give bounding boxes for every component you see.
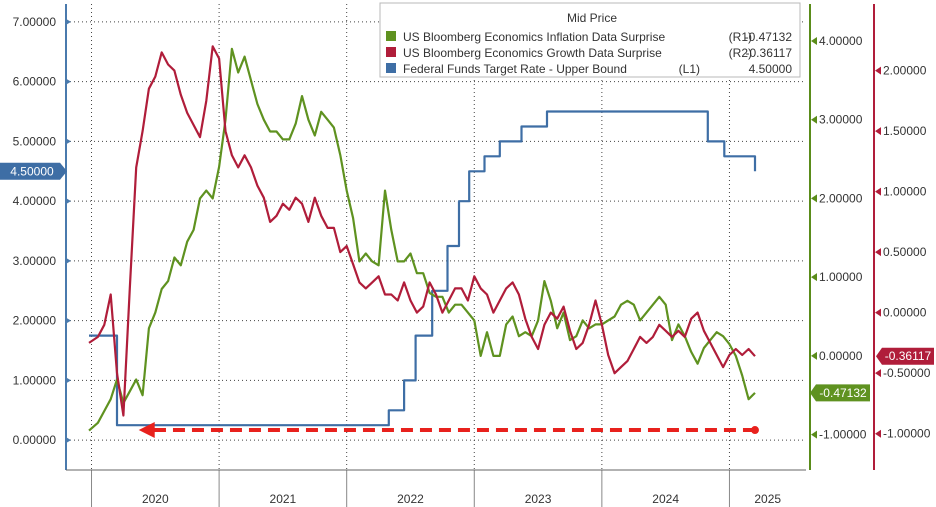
axis-r2-tick (875, 66, 881, 75)
axis-r1: -1.00000 0.00000 1.00000 2.00000 3.00000 4.00… (809, 4, 867, 470)
axis-r1-tick (811, 194, 817, 203)
series-line-0 (88, 47, 756, 432)
series-lines (88, 45, 757, 432)
axis-l1-tick-label: 4.00000 (13, 194, 57, 208)
axis-l1-tick (66, 317, 71, 324)
x-tick-label: 2024 (652, 492, 679, 506)
axis-r2-tick (875, 187, 881, 196)
annotation-end-dot (750, 426, 759, 435)
axis-l1-tick (66, 437, 71, 444)
axis-r1-tick-label: 4.00000 (819, 34, 863, 48)
legend-name-fedfunds: Federal Funds Target Rate - Upper Bound (403, 62, 627, 76)
axis-r1-tick-label: 3.00000 (819, 113, 863, 127)
axis-r1-tick-label: 0.00000 (819, 349, 863, 363)
axis-l1-tick (66, 377, 71, 384)
annotation-arrowhead (138, 422, 155, 439)
axis-l1-tick (66, 257, 71, 264)
legend-name-growth: US Bloomberg Economics Growth Data Surpr… (403, 46, 662, 60)
axis-r2-tick (875, 127, 881, 136)
value-tag-bg (810, 384, 870, 402)
value-tag-bg (876, 347, 934, 365)
axis-r1-tick (811, 273, 817, 282)
legend-swatch-inflation (386, 31, 396, 41)
axis-r1-tick (811, 430, 817, 439)
axis-r2: -1.00000 -0.50000 0.00000 0.50000 1.00000 1.5… (873, 4, 931, 470)
legend-swatch-growth (386, 47, 396, 57)
axis-l1: 0.00000 1.00000 2.00000 3.00000 4.00000 5.000… (13, 4, 71, 470)
last-value-tags: 4.50000 -0.36117 -0.47132 (0, 162, 934, 402)
x-tick-label: 2020 (142, 492, 169, 506)
axis-r1-tick-label: -1.00000 (819, 428, 867, 442)
axis-r1-tick (811, 115, 817, 124)
x-axis: 2020 2021 2022 2023 2024 2025 (66, 469, 806, 507)
axis-l1-tick-label: 0.00000 (13, 433, 57, 447)
legend-axis-fedfunds: (L1) (679, 62, 700, 76)
axis-l1-tick-label: 3.00000 (13, 254, 57, 268)
legend: Mid Price US Bloomberg Economics Inflati… (379, 2, 801, 78)
axis-r2-tick (875, 308, 881, 317)
axis-r2-tick (875, 369, 881, 378)
axis-l1-tick-label: 6.00000 (13, 75, 57, 89)
axis-r2-tick-label: -0.50000 (883, 366, 931, 380)
axis-l1-tick (66, 138, 71, 145)
legend-name-inflation: US Bloomberg Economics Inflation Data Su… (403, 30, 665, 44)
value-tag-text: -0.47132 (819, 386, 867, 400)
annotations (138, 422, 759, 439)
axis-r2-tick-label: 0.00000 (883, 306, 927, 320)
x-tick-label: 2023 (525, 492, 552, 506)
legend-axis-growth: (R2) (729, 46, 752, 60)
value-tag-text: 4.50000 (10, 164, 54, 178)
value-tag-bg (0, 162, 67, 180)
axis-r1-tick (811, 36, 817, 45)
legend-axis-inflation: (R1) (729, 30, 752, 44)
axis-r2-tick (875, 429, 881, 438)
axis-l1-tick-label: 7.00000 (13, 15, 57, 29)
legend-box (379, 2, 801, 78)
axis-r2-tick-label: 2.00000 (883, 64, 927, 78)
axis-l1-tick (66, 18, 71, 25)
legend-swatch-fedfunds (386, 63, 396, 73)
value-tag-text: -0.36117 (885, 349, 932, 363)
series-line-1 (88, 45, 756, 417)
axis-l1-tick (66, 198, 71, 205)
legend-title: Mid Price (567, 11, 617, 25)
axis-r1-tick-label: 1.00000 (819, 270, 863, 284)
x-tick-label: 2021 (270, 492, 297, 506)
axis-l1-tick (66, 78, 71, 85)
series-line-2 (89, 110, 757, 427)
legend-value-inflation: -0.47132 (745, 30, 793, 44)
legend-value-fedfunds: 4.50000 (749, 62, 793, 76)
axis-r2-tick-label: 1.00000 (883, 185, 927, 199)
axis-r2-tick-label: -1.00000 (883, 427, 931, 441)
legend-value-growth: -0.36117 (746, 46, 793, 60)
axis-l1-tick-label: 1.00000 (13, 373, 57, 387)
axis-l1-tick-label: 5.00000 (13, 134, 57, 148)
x-tick-label: 2025 (754, 492, 781, 506)
axis-r1-tick-label: 2.00000 (819, 191, 863, 205)
axis-r2-tick (875, 248, 881, 257)
x-tick-label: 2022 (397, 492, 424, 506)
axis-r2-tick-label: 0.50000 (883, 245, 927, 259)
axis-r1-tick (811, 351, 817, 360)
axis-r2-tick-label: 1.50000 (883, 124, 927, 138)
axis-l1-tick-label: 2.00000 (13, 314, 57, 328)
